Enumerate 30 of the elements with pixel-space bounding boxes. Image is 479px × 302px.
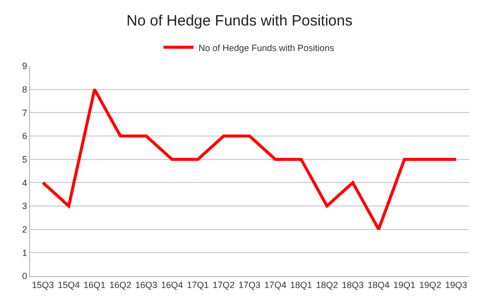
legend-label: No of Hedge Funds with Positions bbox=[198, 42, 335, 53]
x-tick-label: 16Q3 bbox=[135, 280, 158, 290]
x-tick-label: 18Q3 bbox=[342, 280, 364, 290]
x-tick-label: 19Q3 bbox=[445, 280, 468, 290]
x-tick-label: 16Q2 bbox=[109, 280, 132, 290]
x-tick-label: 15Q3 bbox=[32, 280, 54, 290]
y-tick-label: 4 bbox=[22, 178, 28, 188]
x-tick-label: 16Q1 bbox=[84, 280, 106, 290]
x-tick-label: 18Q4 bbox=[368, 280, 390, 290]
line-series bbox=[41, 88, 458, 231]
x-tick-label: 18Q2 bbox=[316, 280, 338, 290]
x-tick-label: 15Q4 bbox=[58, 280, 80, 290]
chart-title: No of Hedge Funds with Positions bbox=[126, 12, 352, 30]
x-tick-label: 19Q1 bbox=[393, 280, 416, 290]
y-tick-label: 2 bbox=[22, 224, 28, 234]
x-tick-label: 19Q2 bbox=[419, 280, 442, 290]
x-tick-label: 17Q3 bbox=[238, 280, 261, 290]
y-tick-label: 9 bbox=[22, 61, 28, 72]
x-tick-label: 17Q4 bbox=[264, 280, 286, 290]
x-tick-label: 18Q1 bbox=[290, 280, 312, 290]
y-tick-label: 1 bbox=[22, 248, 28, 258]
y-tick-label: 6 bbox=[22, 131, 28, 142]
y-tick-label: 8 bbox=[22, 84, 28, 94]
y-tick-label: 5 bbox=[22, 154, 28, 164]
x-tick-label: 17Q1 bbox=[186, 280, 209, 290]
y-tick-label: 0 bbox=[22, 271, 28, 282]
y-tick-label: 7 bbox=[22, 108, 28, 118]
y-tick-label: 3 bbox=[22, 201, 28, 212]
x-tick-label: 16Q4 bbox=[161, 280, 184, 290]
x-tick-label: 17Q2 bbox=[212, 280, 235, 290]
